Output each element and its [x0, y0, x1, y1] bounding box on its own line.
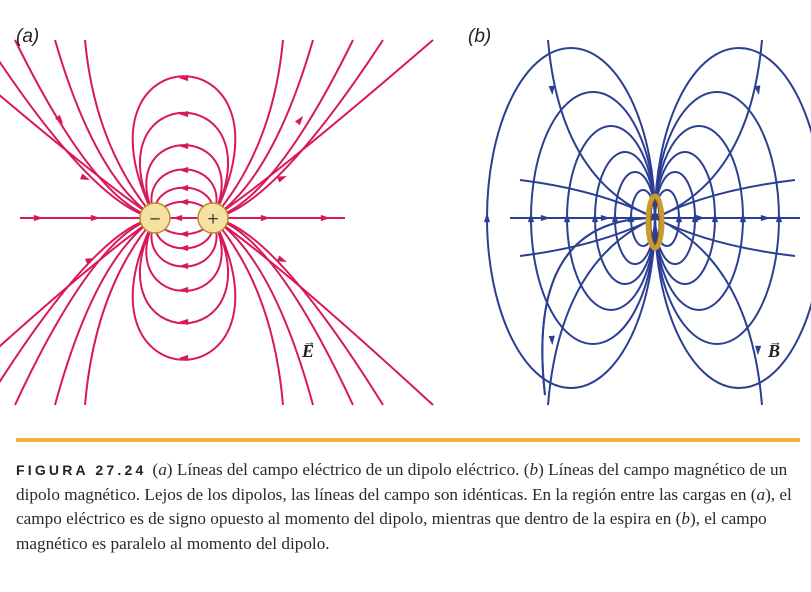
e-field-line [84, 39, 156, 219]
caption-ref-b-2: b [681, 509, 690, 529]
magnetic-field-letter: B [768, 341, 781, 361]
negative-charge: − [139, 202, 171, 234]
e-field-arrow [84, 257, 95, 265]
b-field-line [541, 217, 656, 396]
e-field-arrow [276, 255, 287, 263]
e-field-line [212, 39, 314, 219]
e-field-arrow [33, 214, 44, 222]
caption-text-2: ) Líneas del campo magnético de un dipol… [16, 460, 788, 504]
figure-area: − + (a) (b) → E → B [0, 26, 811, 406]
b-field-line [547, 217, 656, 406]
b-field-arrow [600, 214, 611, 222]
negative-charge-disc [139, 202, 171, 234]
e-field-line [14, 217, 156, 406]
e-field-arrow [276, 175, 287, 183]
e-field-line [0, 217, 156, 348]
e-field-line [0, 217, 156, 384]
b-field-arrow [548, 335, 555, 346]
e-field-line [131, 75, 237, 219]
e-field-line [0, 60, 156, 219]
e-field-line [131, 217, 237, 361]
e-field-arrow [178, 318, 189, 326]
e-field-line [212, 217, 434, 406]
e-field-line [0, 94, 156, 219]
caption-text-4: ), el campo magnético es paralelo al mom… [16, 509, 767, 553]
e-field-line [212, 39, 434, 219]
e-field-line [212, 217, 384, 406]
e-field-arrow [178, 354, 189, 362]
dipole-field-figure: − + [0, 39, 811, 406]
b-field-arrow [548, 85, 555, 96]
b-field-line [654, 217, 763, 406]
b-field-arrow [760, 214, 771, 222]
e-field-line [84, 217, 156, 406]
e-field-arrow [178, 198, 189, 206]
e-field-arrow [90, 214, 101, 222]
b-field-arrow [755, 345, 762, 356]
e-field-arrow [79, 173, 90, 181]
caption-divider [16, 438, 800, 442]
e-field-arrow [178, 110, 189, 118]
b-field-line [654, 217, 796, 257]
e-field-line [212, 39, 354, 219]
figure-caption: FIGURA 27.24 (a) Líneas del campo eléctri… [16, 460, 792, 553]
e-field-arrow [178, 142, 189, 150]
negative-charge-sign: − [149, 210, 162, 228]
panel-a-field-lines: − + [0, 39, 434, 406]
b-field-arrow [754, 85, 761, 96]
caption-ref-a: a [158, 460, 167, 479]
e-field-arrow [178, 74, 189, 82]
positive-charge-sign: + [207, 210, 220, 228]
e-field-arrow [178, 262, 189, 270]
e-field-arrow [178, 230, 189, 238]
current-loop [645, 193, 665, 251]
b-field-line [519, 217, 656, 257]
e-field-line [212, 39, 284, 219]
e-field-line [14, 39, 156, 219]
electric-field-symbol: → E [302, 334, 316, 362]
caption-text-3: ), el campo eléctrico es de signo opuest… [16, 484, 792, 529]
current-loop-inner [650, 199, 660, 245]
e-field-line [212, 217, 354, 406]
e-field-arrow [178, 166, 189, 174]
vector-arrow-icon: → [303, 334, 316, 349]
magnetic-field-symbol: → B [768, 334, 782, 362]
e-field-line [212, 217, 284, 406]
panel-b-label: (b) [468, 26, 492, 47]
figure-heading: FIGURA 27.24 [16, 462, 147, 478]
b-field-arrow [695, 214, 706, 222]
b-field-line [654, 179, 796, 219]
b-field-arrow [540, 214, 551, 222]
e-field-arrow [178, 184, 189, 192]
b-field-line-arrow [483, 212, 491, 223]
e-field-line [54, 217, 156, 406]
caption-ref-a-2: a [756, 484, 766, 504]
e-field-arrow [172, 214, 183, 222]
e-field-arrow [178, 244, 189, 252]
e-field-line [212, 217, 314, 406]
e-field-arrow [320, 214, 331, 222]
caption-text-1: ) Líneas del campo eléctrico de un dipol… [166, 460, 530, 479]
positive-charge: + [197, 202, 229, 234]
positive-charge-disc [197, 202, 229, 234]
e-field-arrow [294, 115, 304, 126]
panel-b-field-lines [483, 39, 811, 406]
e-field-line [54, 39, 156, 219]
vector-arrow-icon: → [769, 334, 782, 349]
electric-field-letter: E [302, 341, 315, 361]
caption-ref-b: b [529, 460, 539, 479]
e-field-line [212, 39, 384, 219]
e-field-arrow [178, 286, 189, 294]
e-field-arrow [54, 114, 64, 125]
b-field-line [519, 179, 656, 219]
panel-a-label: (a) [16, 26, 40, 47]
e-field-arrow [260, 214, 271, 222]
